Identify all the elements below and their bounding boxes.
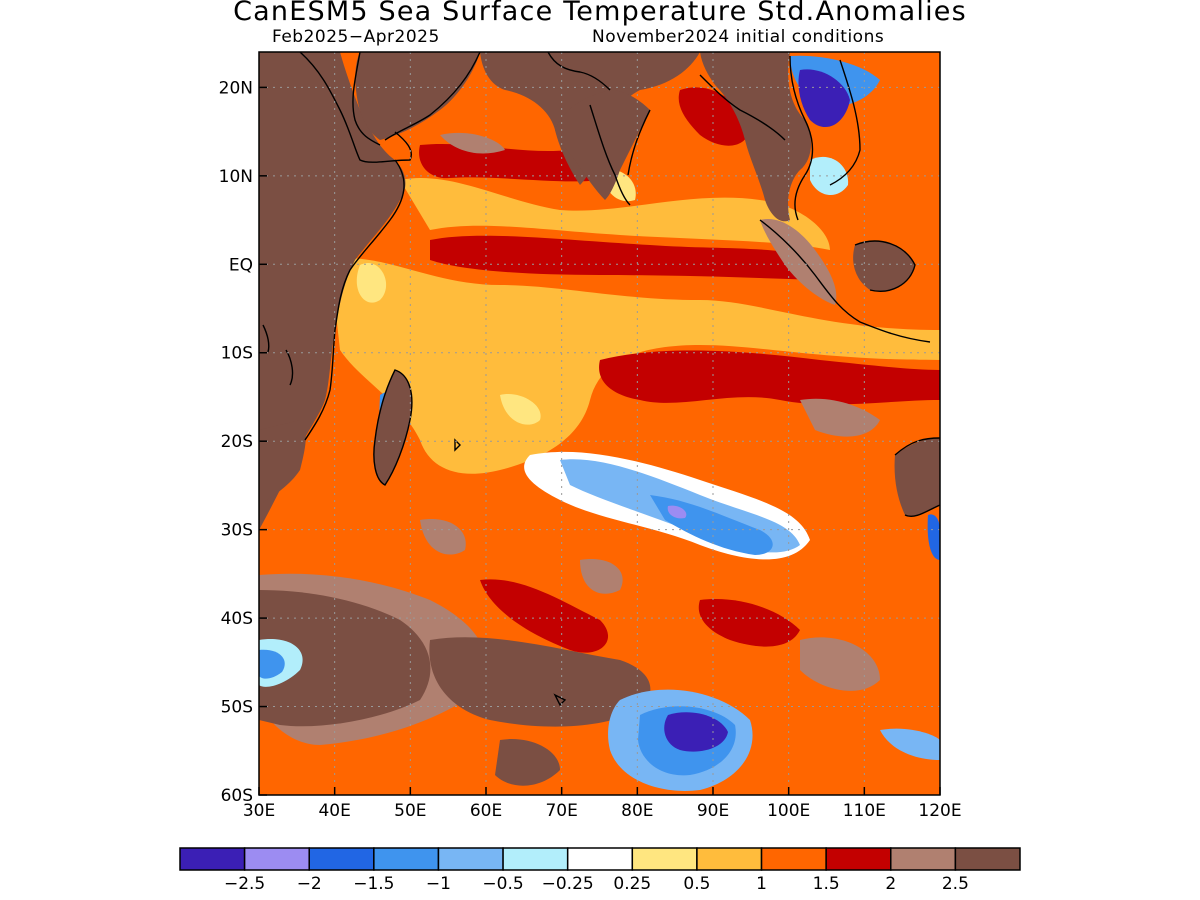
- colorbar-label: 2: [885, 874, 896, 894]
- lat-tick-label: 40S: [221, 609, 253, 629]
- ocean-anomaly-1.5to2: [430, 235, 820, 280]
- lat-tick-label: 30S: [221, 521, 253, 541]
- colorbar-swatch: [890, 847, 957, 871]
- colorbar-swatch: [437, 847, 504, 871]
- colorbar-swatch: [825, 847, 892, 871]
- colorbar-label: 1.5: [813, 874, 840, 894]
- ocean-anomaly-1.5to2: [480, 579, 609, 653]
- lat-tick-label: 50S: [221, 698, 253, 718]
- anomaly-field: [259, 52, 940, 795]
- lat-tick-label: 20S: [221, 432, 253, 452]
- ocean-anomaly-2to2.5: [440, 132, 505, 154]
- colorbar-label: 0.25: [613, 874, 651, 894]
- ocean-anomaly-0.5to1: [500, 394, 541, 425]
- ocean-anomaly-minus2.5: [798, 69, 850, 128]
- ocean-anomaly-1.5to2: [599, 350, 940, 405]
- ocean-anomaly-minus1: [259, 649, 285, 679]
- ocean-anomaly-2to2.5: [420, 519, 466, 555]
- lon-tick-label: 60E: [470, 801, 502, 821]
- lon-tick-label: 120E: [918, 801, 961, 821]
- ocean-anomaly-above2.5: [429, 637, 651, 727]
- forecast-period: Feb2025−Apr2025: [272, 27, 440, 47]
- ocean-anomaly-minus2: [667, 505, 687, 519]
- lon-tick-label: 90E: [697, 801, 729, 821]
- ocean-anomaly-1to1.5: [330, 258, 940, 474]
- axis-ticks: 30E 40E 50E 60E 70E 80E 90E 100E 110E 120E 20N 10N E…: [219, 78, 962, 821]
- lon-tick-label: 70E: [545, 801, 577, 821]
- lon-tick-label: 100E: [767, 801, 810, 821]
- ocean-anomaly-1.5to2: [698, 599, 800, 647]
- map-frame: [258, 51, 941, 796]
- land-maritime-se-asia: [760, 219, 837, 305]
- ocean-anomaly-above2.5: [495, 739, 560, 786]
- colorbar-label: −1: [426, 874, 451, 894]
- colorbar-swatch: [696, 847, 763, 871]
- colorbar-swatch: [502, 847, 569, 871]
- initial-conditions: November2024 initial conditions: [592, 27, 885, 47]
- lat-tick-label: 20N: [219, 78, 253, 98]
- colorbar-swatch: [243, 847, 310, 871]
- ocean-anomaly-1to1.5: [400, 177, 830, 250]
- lat-tick-label: EQ: [229, 255, 253, 275]
- ocean-anomaly-minus0.5: [880, 728, 940, 760]
- lon-tick-label: 40E: [318, 801, 350, 821]
- land-borneo: [853, 241, 915, 292]
- land-africa: [259, 52, 406, 530]
- ocean-anomaly-2to2.5: [580, 559, 623, 594]
- lat-tick-label: 10S: [221, 344, 253, 364]
- colorbar-label: −1.5: [353, 874, 394, 894]
- colorbar-swatch: [954, 847, 1021, 871]
- ocean-anomaly-minus2.5: [664, 712, 728, 752]
- ocean-anomaly-1.5to2: [419, 143, 609, 182]
- lat-tick-label: 10N: [219, 167, 253, 187]
- colorbar-label: 1: [756, 874, 767, 894]
- ocean-anomaly-minus0.5: [810, 156, 849, 196]
- ocean-anomaly-minus2: [927, 514, 940, 560]
- land-madagascar: [373, 370, 412, 485]
- lon-tick-label: 80E: [621, 801, 653, 821]
- colorbar-label: 0.5: [683, 874, 710, 894]
- chart-title: CanESM5 Sea Surface Temperature Std.Anom…: [233, 0, 967, 27]
- lon-tick-label: 110E: [843, 801, 886, 821]
- colorbar-label: −0.25: [542, 874, 594, 894]
- land-arabia: [355, 52, 480, 140]
- colorbar-swatch: [308, 847, 375, 871]
- lon-tick-label: 30E: [243, 801, 275, 821]
- colorbar-swatch: [179, 847, 246, 871]
- colorbar-swatch: [631, 847, 698, 871]
- ocean-anomaly-2to2.5: [800, 637, 880, 691]
- ocean-anomaly-above2.5: [259, 590, 431, 727]
- colorbar-label: −2: [297, 874, 322, 894]
- ocean-anomaly-0.5to1: [356, 263, 387, 303]
- graticule: [259, 52, 940, 795]
- land-australia: [894, 438, 940, 517]
- ocean-anomaly-2to2.5: [800, 398, 880, 437]
- lon-tick-label: 50E: [394, 801, 426, 821]
- colorbar-label: −2.5: [224, 874, 265, 894]
- ocean-anomaly-1.5to2: [678, 87, 750, 146]
- lat-tick-label: 60S: [221, 786, 253, 806]
- colorbar-label: 2.5: [942, 874, 969, 894]
- colorbar-swatch: [760, 847, 827, 871]
- colorbar-swatch: [373, 847, 440, 871]
- colorbar: −2.5 −2 −1.5 −1 −0.5 −0.25 0.25 0.5 1 1.5 2 2.5: [179, 847, 1021, 894]
- colorbar-swatch: [566, 847, 634, 871]
- colorbar-label: −0.5: [482, 874, 523, 894]
- land-indochina: [700, 52, 812, 222]
